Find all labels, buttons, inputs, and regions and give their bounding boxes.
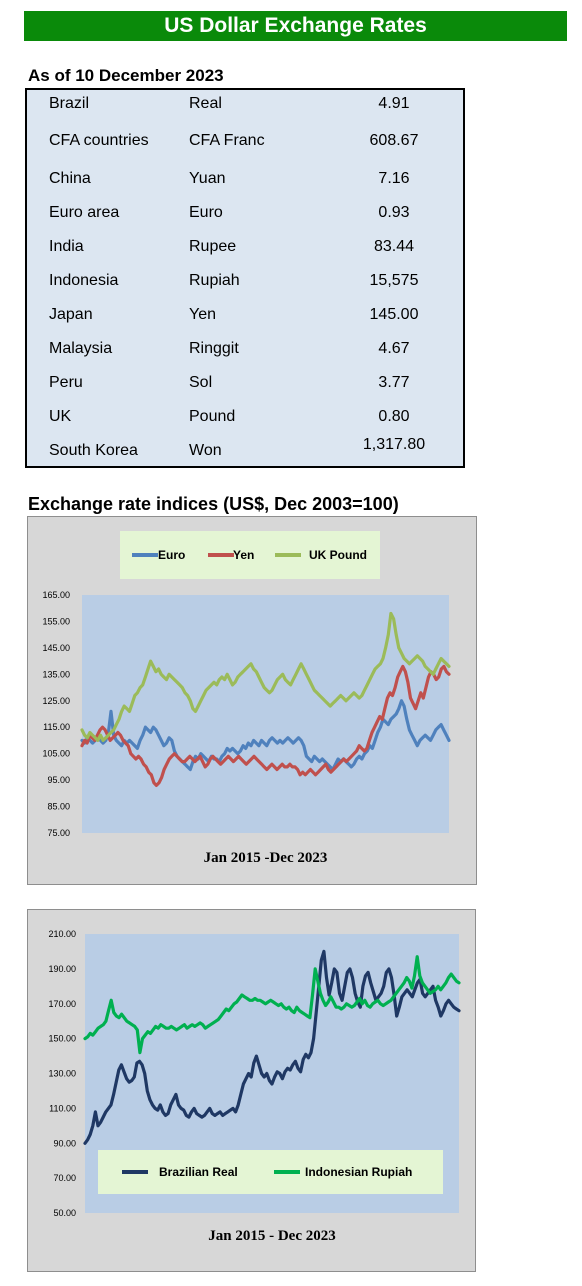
y-tick-label: 125.00	[42, 696, 70, 706]
y-tick-label: 110.00	[49, 1103, 76, 1113]
country-cell: UK	[49, 408, 72, 425]
country-cell: India	[49, 238, 84, 255]
rate-cell: 4.67	[378, 340, 410, 357]
rate-cell: 608.67	[369, 132, 419, 149]
country-cell: Japan	[49, 306, 93, 323]
table-row: India Rupee 83.44	[27, 238, 463, 258]
legend-label: Brazilian Real	[159, 1165, 238, 1179]
rate-cell: 4.91	[378, 95, 410, 112]
y-tick-label: 90.00	[53, 1138, 76, 1148]
series-line-brazilian-real	[83, 949, 461, 1145]
rate-cell: 0.93	[378, 204, 410, 221]
country-cell: Malaysia	[49, 340, 113, 357]
table-row: China Yuan 7.16	[27, 170, 463, 190]
y-tick-label: 95.00	[47, 775, 70, 785]
country-cell: South Korea	[49, 442, 138, 459]
currency-cell: CFA Franc	[189, 132, 265, 149]
currency-cell: Rupee	[189, 238, 237, 255]
exchange-rate-table: Brazil Real 4.91 CFA countries CFA Franc…	[25, 88, 465, 468]
country-cell: Indonesia	[49, 272, 119, 289]
currency-cell: Won	[189, 442, 222, 459]
legend-label: UK Pound	[309, 548, 367, 562]
indices-chart-emerging: 210.00 190.00 170.00 150.00 130.00 110.00 90.0…	[27, 909, 476, 1272]
table-row: Euro area Euro 0.93	[27, 204, 463, 224]
y-tick-label: 210.00	[48, 929, 76, 939]
y-tick-label: 165.00	[42, 590, 70, 600]
indices-chart-major-svg: 165.00 155.00 145.00 135.00 125.00 115.00 105.…	[42, 531, 451, 866]
y-tick-label: 135.00	[42, 669, 70, 679]
y-tick-label: 155.00	[42, 616, 70, 626]
rate-cell: 145.00	[369, 306, 419, 323]
currency-cell: Real	[189, 95, 222, 112]
y-tick-label: 130.00	[48, 1069, 76, 1079]
country-cell: CFA countries	[49, 132, 149, 149]
currency-cell: Euro	[189, 204, 223, 221]
rate-cell: 0.80	[378, 408, 410, 425]
legend	[98, 1150, 443, 1194]
rate-cell: 3.77	[378, 374, 410, 391]
legend-label: Euro	[158, 548, 185, 562]
rate-cell: 7.16	[378, 170, 410, 187]
indices-title: Exchange rate indices (US$, Dec 2003=100…	[28, 494, 399, 514]
currency-cell: Yuan	[189, 170, 226, 187]
currency-cell: Pound	[189, 408, 236, 425]
table-row: CFA countries CFA Franc 608.67	[27, 132, 463, 152]
series-line-euro	[80, 699, 451, 772]
table-row: South Korea Won 1,317.80	[27, 436, 463, 462]
rate-cell: 83.44	[373, 238, 415, 255]
table-row: Peru Sol 3.77	[27, 374, 463, 394]
y-tick-label: 85.00	[47, 802, 70, 812]
y-tick-label: 145.00	[42, 643, 70, 653]
x-axis-label: Jan 2015 - Dec 2023	[208, 1228, 336, 1244]
currency-cell: Ringgit	[189, 340, 239, 357]
y-tick-label: 115.00	[43, 722, 70, 732]
series-line-indonesian-rupiah	[83, 955, 461, 1055]
table-row: Brazil Real 4.91	[27, 95, 463, 115]
table-row: Malaysia Ringgit 4.67	[27, 340, 463, 360]
as-of-date: As of 10 December 2023	[28, 66, 224, 85]
series-line-uk-pound	[80, 611, 451, 742]
series-line-yen	[80, 664, 451, 787]
legend-label: Yen	[233, 548, 254, 562]
table-row: Japan Yen 145.00	[27, 306, 463, 326]
indices-chart-emerging-svg: 210.00 190.00 170.00 150.00 130.00 110.00 90.0…	[48, 929, 461, 1244]
country-cell: Euro area	[49, 204, 120, 221]
indices-chart-major: 165.00 155.00 145.00 135.00 125.00 115.00 105.…	[27, 516, 477, 885]
rate-cell: 15,575	[369, 272, 419, 289]
country-cell: China	[49, 170, 91, 187]
page-title: US Dollar Exchange Rates	[24, 11, 567, 41]
legend-label: Indonesian Rupiah	[305, 1165, 412, 1179]
y-tick-label: 190.00	[48, 964, 76, 974]
table-row: Indonesia Rupiah 15,575	[27, 272, 463, 292]
legend	[120, 531, 380, 579]
y-tick-label: 105.00	[42, 749, 70, 759]
y-tick-label: 150.00	[48, 1034, 76, 1044]
x-axis-label: Jan 2015 -Dec 2023	[204, 850, 328, 866]
country-cell: Peru	[49, 374, 83, 391]
rate-cell: 1,317.80	[362, 436, 426, 453]
currency-cell: Sol	[189, 374, 213, 391]
country-cell: Brazil	[49, 95, 90, 112]
y-tick-label: 75.00	[47, 828, 70, 838]
currency-cell: Rupiah	[189, 272, 240, 289]
y-tick-label: 70.00	[53, 1173, 76, 1183]
table-row: UK Pound 0.80	[27, 408, 463, 428]
y-tick-label: 170.00	[48, 999, 76, 1009]
y-tick-label: 50.00	[53, 1208, 76, 1218]
currency-cell: Yen	[189, 306, 216, 323]
